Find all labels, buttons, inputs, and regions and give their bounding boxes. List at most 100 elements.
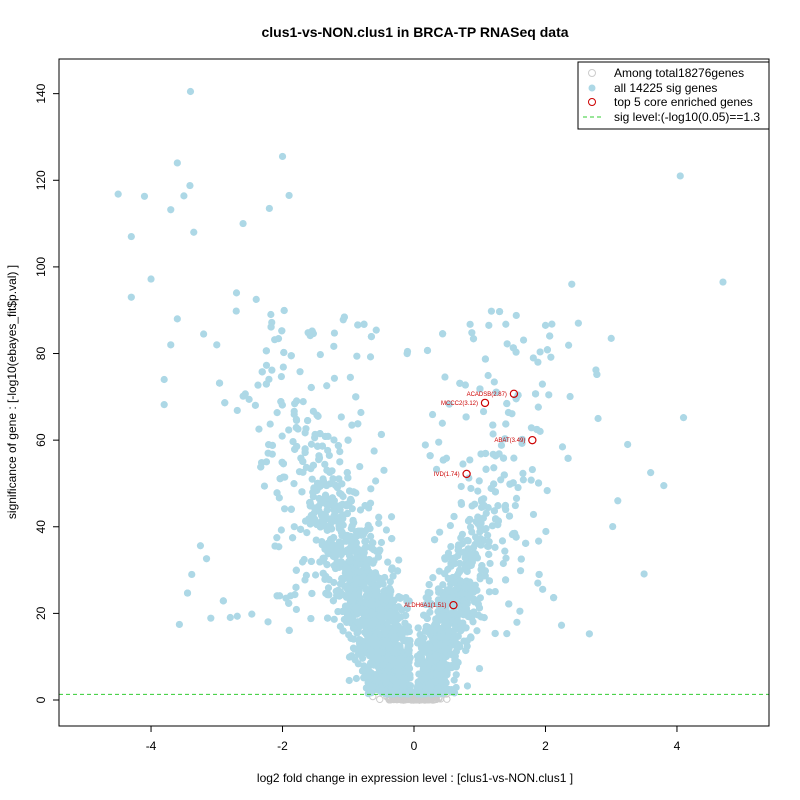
sig-gene-point bbox=[534, 358, 542, 366]
sig-gene-point bbox=[258, 459, 266, 467]
sig-gene-point bbox=[354, 609, 362, 617]
sig-gene-point bbox=[301, 576, 309, 584]
sig-gene-point bbox=[277, 526, 285, 534]
sig-gene-point bbox=[311, 504, 319, 512]
sig-gene-point bbox=[468, 329, 476, 337]
sig-gene-point bbox=[273, 534, 281, 542]
sig-gene-point bbox=[533, 425, 541, 434]
sig-gene-point bbox=[262, 361, 271, 369]
legend-box bbox=[577, 61, 770, 130]
sig-gene-point bbox=[585, 630, 593, 638]
sig-gene-point bbox=[196, 542, 205, 550]
core-gene-label: MCCC2(3.12) bbox=[441, 401, 478, 407]
sig-gene-point bbox=[464, 561, 472, 569]
sig-gene-point bbox=[392, 683, 400, 692]
sig-gene-point bbox=[388, 535, 396, 543]
sig-gene-point bbox=[403, 597, 411, 605]
sig-gene-point bbox=[491, 543, 499, 551]
y-axis: 0 20 40 60 80 100 120 140 bbox=[34, 83, 59, 703]
sig-gene-point bbox=[368, 544, 376, 552]
legend-core-marker bbox=[588, 98, 596, 106]
sig-gene-point bbox=[519, 476, 527, 484]
sig-gene-point bbox=[374, 553, 382, 561]
sig-gene-point bbox=[406, 636, 414, 645]
sig-gene-point bbox=[485, 588, 494, 596]
legend-line-label: sig level:(-log10(0.05)==1.3 bbox=[614, 110, 760, 124]
sig-gene-point bbox=[488, 522, 497, 530]
sig-gene-point bbox=[323, 382, 331, 390]
sig-gene-point bbox=[522, 539, 530, 547]
sig-gene-point bbox=[330, 329, 339, 337]
sig-gene-point bbox=[415, 670, 423, 678]
sig-gene-point bbox=[574, 319, 582, 327]
sig-gene-point bbox=[388, 564, 396, 572]
sig-gene-point bbox=[392, 604, 400, 612]
sig-gene-point bbox=[389, 572, 397, 580]
sig-gene-point bbox=[490, 378, 498, 386]
sig-gene-point bbox=[434, 685, 442, 693]
sig-gene-point bbox=[442, 605, 450, 613]
legend-sig-label: all 14225 sig genes bbox=[614, 81, 717, 95]
sig-gene-point bbox=[274, 335, 283, 343]
sig-gene-point bbox=[485, 321, 493, 329]
sig-gene-point bbox=[484, 531, 492, 539]
sig-gene-point bbox=[445, 686, 453, 694]
sig-gene-point bbox=[292, 583, 300, 591]
sig-gene-point bbox=[447, 600, 455, 608]
sig-gene-point bbox=[511, 501, 519, 510]
sig-gene-point bbox=[490, 464, 498, 472]
x-tick-label: -4 bbox=[146, 739, 157, 753]
sig-gene-point bbox=[307, 383, 315, 392]
sig-gene-point bbox=[443, 621, 451, 629]
sig-gene-point bbox=[361, 537, 369, 546]
sig-gene-point bbox=[492, 388, 500, 396]
sig-gene-point bbox=[516, 607, 524, 615]
sig-gene-point bbox=[340, 313, 348, 321]
y-tick-label: 60 bbox=[34, 433, 48, 447]
sig-gene-point bbox=[343, 469, 351, 477]
sig-gene-point bbox=[315, 452, 323, 460]
sig-gene-point bbox=[529, 354, 537, 362]
sig-gene-point bbox=[147, 275, 155, 283]
sig-gene-point bbox=[375, 519, 383, 527]
sig-gene-point bbox=[342, 500, 351, 509]
sig-gene-point bbox=[512, 494, 521, 502]
sig-gene-point bbox=[252, 295, 260, 303]
sig-gene-point bbox=[268, 441, 277, 449]
sig-gene-point bbox=[188, 570, 196, 579]
sig-gene-point bbox=[455, 541, 463, 549]
sig-gene-point bbox=[382, 595, 390, 604]
core-gene-label: ACADSB(2.87) bbox=[467, 392, 507, 398]
sig-gene-point bbox=[319, 475, 327, 483]
sig-gene-point bbox=[323, 545, 331, 554]
core-gene-label: ABAT(3.49) bbox=[494, 438, 525, 444]
legend: Among total18276genes all 14225 sig gene… bbox=[577, 61, 770, 130]
sig-gene-point bbox=[333, 542, 341, 551]
sig-gene-point bbox=[328, 494, 337, 502]
sig-gene-point bbox=[308, 475, 316, 483]
sig-gene-point bbox=[484, 371, 492, 380]
sig-gene-point bbox=[457, 482, 465, 491]
sig-gene-point bbox=[463, 600, 471, 608]
sig-gene-point bbox=[343, 533, 351, 541]
sig-gene-point bbox=[534, 479, 543, 487]
plot-frame bbox=[58, 58, 770, 727]
sig-gene-point bbox=[343, 548, 352, 556]
sig-gene-point bbox=[534, 403, 542, 411]
sig-gene-point bbox=[450, 676, 458, 684]
sig-gene-point bbox=[503, 399, 511, 408]
sig-gene-point bbox=[450, 512, 458, 521]
sig-gene-point bbox=[359, 654, 367, 662]
sig-gene-point bbox=[280, 348, 288, 357]
sig-gene-point bbox=[369, 683, 377, 691]
sig-gene-point bbox=[463, 682, 472, 690]
sig-gene-point bbox=[356, 594, 364, 602]
sig-gene-point bbox=[546, 332, 554, 340]
sig-gene-point bbox=[509, 344, 517, 352]
sig-gene-point bbox=[183, 589, 192, 597]
sig-gene-point bbox=[390, 614, 398, 622]
sig-gene-point bbox=[326, 515, 334, 523]
sig-gene-point bbox=[345, 591, 354, 599]
sig-gene-point bbox=[290, 523, 298, 531]
sig-gene-point bbox=[301, 445, 309, 453]
